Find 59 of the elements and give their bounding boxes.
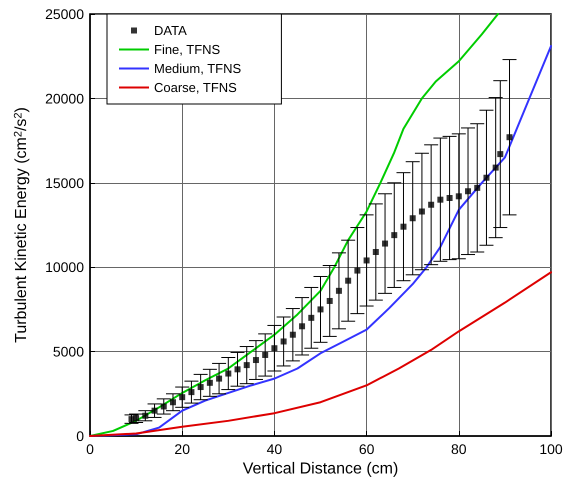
point bbox=[198, 384, 204, 390]
point bbox=[437, 196, 444, 203]
point bbox=[244, 362, 250, 368]
point bbox=[280, 338, 287, 344]
point bbox=[418, 208, 425, 214]
point bbox=[506, 134, 513, 140]
point bbox=[483, 174, 490, 181]
legend-label: Coarse, TFNS bbox=[154, 80, 238, 95]
x-tick-label: 40 bbox=[266, 441, 282, 457]
point bbox=[410, 215, 416, 222]
point bbox=[345, 278, 352, 284]
point bbox=[152, 408, 158, 414]
point bbox=[456, 193, 462, 200]
point bbox=[308, 314, 314, 321]
point bbox=[216, 376, 222, 382]
y-axis-title: Turbulent Kinetic Energy (cm2/s2) bbox=[12, 107, 30, 343]
point bbox=[271, 345, 278, 352]
point bbox=[160, 403, 167, 410]
x-tick-label: 100 bbox=[539, 441, 563, 457]
point bbox=[188, 389, 194, 396]
point bbox=[400, 224, 406, 230]
point bbox=[170, 399, 176, 406]
point bbox=[354, 268, 360, 274]
point bbox=[336, 288, 342, 294]
point bbox=[492, 164, 499, 171]
point bbox=[372, 249, 379, 256]
y-tick-label: 15000 bbox=[45, 174, 84, 191]
x-tick-label: 0 bbox=[86, 441, 94, 457]
x-tick-label: 80 bbox=[451, 441, 467, 457]
y-tick-label: 5000 bbox=[52, 344, 84, 360]
point bbox=[474, 184, 480, 191]
y-tick-label: 20000 bbox=[45, 90, 84, 106]
point bbox=[326, 298, 333, 304]
point bbox=[252, 357, 259, 364]
point bbox=[234, 366, 241, 372]
point bbox=[497, 151, 504, 158]
point bbox=[446, 194, 453, 201]
point bbox=[465, 188, 472, 194]
point bbox=[142, 412, 148, 419]
point bbox=[206, 380, 213, 386]
point bbox=[290, 332, 296, 338]
y-tick-label: 0 bbox=[76, 428, 84, 444]
point bbox=[179, 394, 186, 400]
point bbox=[262, 352, 268, 358]
point bbox=[299, 323, 306, 330]
x-tick-label: 60 bbox=[358, 441, 375, 457]
point bbox=[364, 257, 370, 264]
point bbox=[391, 232, 398, 238]
legend-label: DATA bbox=[154, 23, 188, 38]
y-tick-label: 10000 bbox=[45, 259, 84, 276]
point bbox=[318, 306, 324, 312]
x-axis-title: Vertical Distance (cm) bbox=[242, 460, 398, 478]
x-tick-label: 20 bbox=[174, 441, 190, 457]
legend-label: Fine, TFNS bbox=[154, 42, 221, 57]
point bbox=[225, 370, 232, 377]
point bbox=[382, 240, 388, 247]
point bbox=[428, 202, 434, 208]
legend-label: Medium, TFNS bbox=[154, 61, 242, 76]
y-tick-label: 25000 bbox=[45, 6, 84, 22]
